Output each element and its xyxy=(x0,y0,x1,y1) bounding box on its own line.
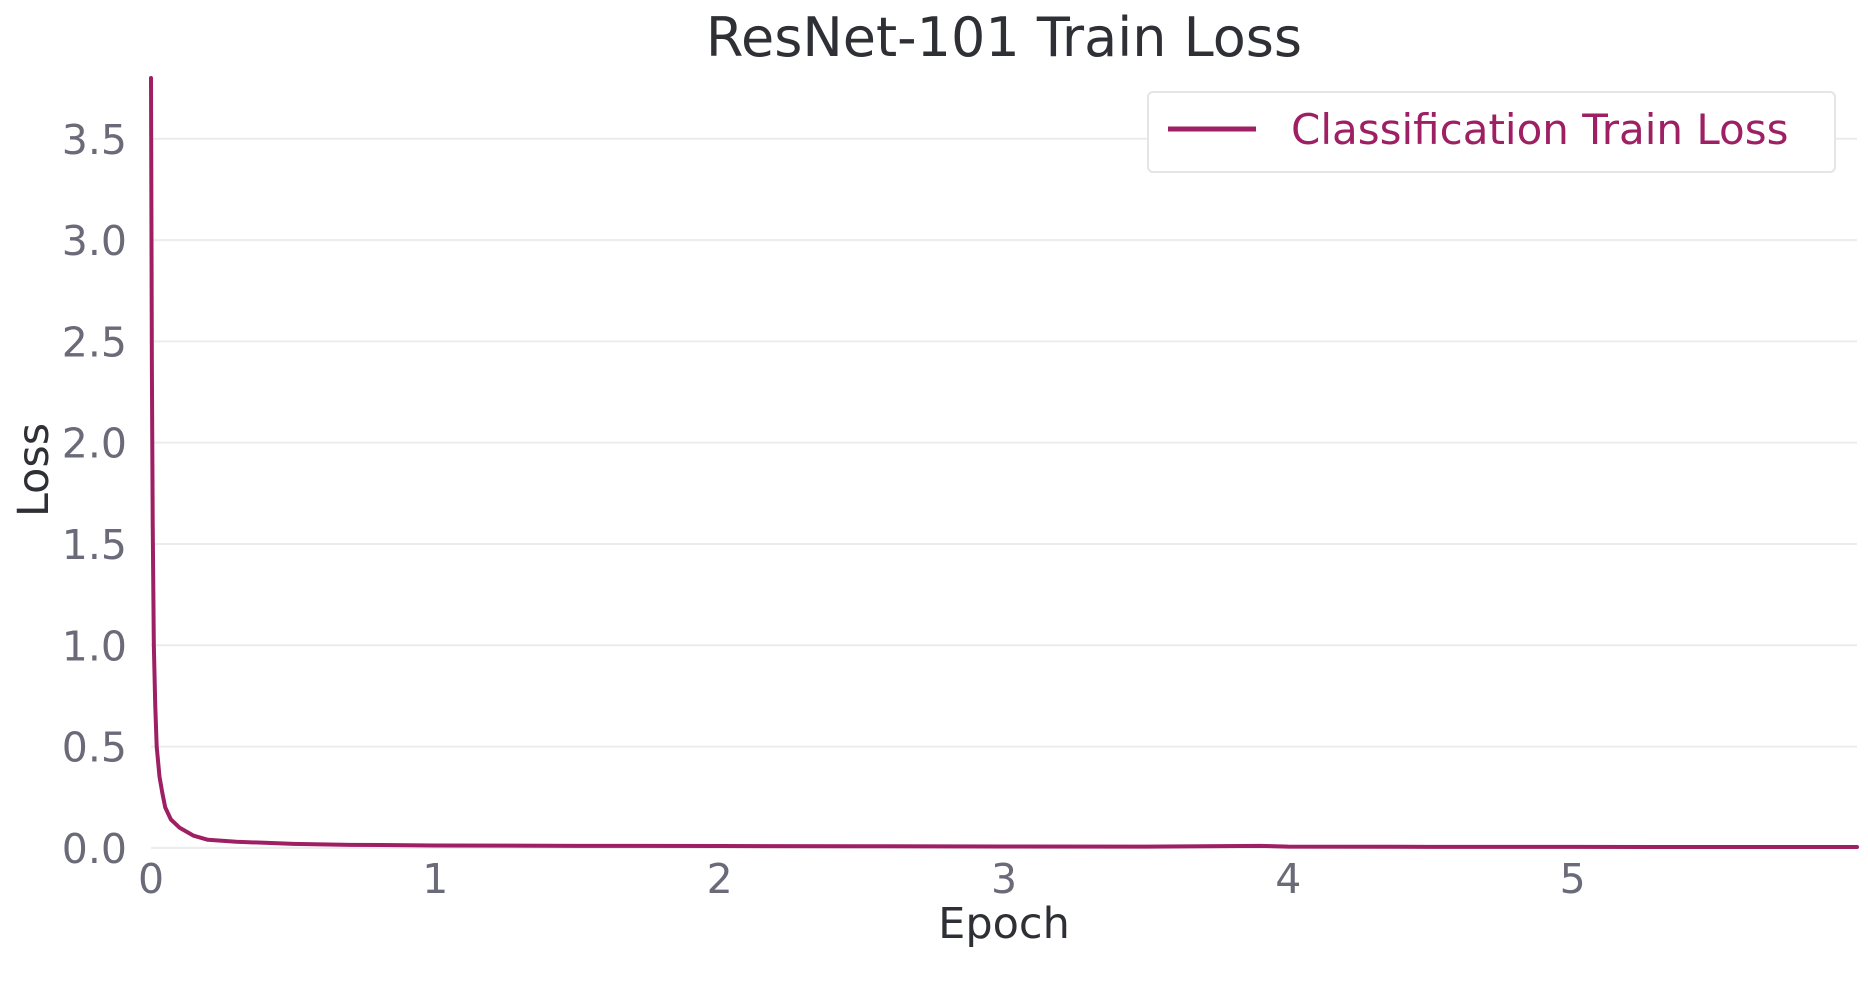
y-tick-label: 0.5 xyxy=(62,724,127,772)
legend: Classification Train Loss xyxy=(1147,91,1836,173)
y-tick-label: 2.0 xyxy=(62,420,127,468)
legend-box xyxy=(1147,91,1836,173)
y-tick-label: 3.5 xyxy=(62,116,127,164)
y-axis-label: Loss xyxy=(9,423,59,517)
chart-title: ResNet-101 Train Loss xyxy=(706,6,1302,69)
series-layer xyxy=(149,76,1859,850)
y-tick-label: 1.0 xyxy=(62,622,127,670)
y-axis-ticks: 0.0 0.5 1.0 1.5 2.0 2.5 3.0 3.5 xyxy=(62,116,127,873)
x-tick-label: 1 xyxy=(422,855,448,903)
x-tick-label: 5 xyxy=(1560,855,1586,903)
y-tick-label: 3.0 xyxy=(62,217,127,265)
x-axis-ticks: 0 1 2 3 4 5 xyxy=(138,855,1586,903)
y-tick-label: 0.0 xyxy=(62,825,127,873)
x-axis-label: Epoch xyxy=(938,899,1070,949)
x-tick-label: 3 xyxy=(991,855,1017,903)
x-tick-label: 2 xyxy=(707,855,733,903)
legend-label-classification-train-loss: Classification Train Loss xyxy=(1291,105,1789,154)
y-tick-label: 2.5 xyxy=(62,318,127,366)
x-tick-label: 0 xyxy=(138,855,164,903)
series-line-classification-train-loss xyxy=(149,76,1859,850)
y-tick-label: 1.5 xyxy=(62,521,127,569)
grid-layer xyxy=(151,137,1857,849)
x-tick-label: 4 xyxy=(1275,855,1301,903)
